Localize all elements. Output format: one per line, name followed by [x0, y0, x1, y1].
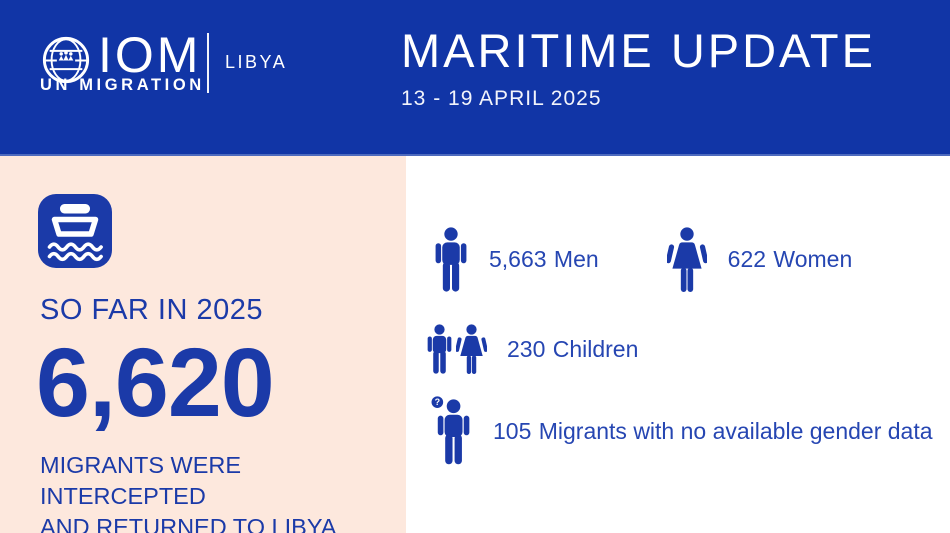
question-mark-badge	[431, 396, 444, 408]
women-stat-text: 622 Women	[728, 246, 853, 273]
question-mark-glyph: ?	[435, 397, 440, 407]
men-label: Men	[553, 245, 599, 272]
women-stat: 622 Women	[666, 226, 853, 292]
un-migration-label: UN MIGRATION	[40, 76, 205, 94]
header-banner: IOM UN MIGRATION LIBYA MARITIME UPDATE 1…	[0, 0, 950, 156]
unknown-stat-text: 105 Migrants with no available gender dat…	[493, 418, 933, 445]
man-icon	[435, 226, 467, 292]
total-description-line1: MIGRANTS WERE INTERCEPTED	[40, 452, 242, 510]
men-stat: 5,663 Men	[434, 226, 599, 292]
iom-logo: IOM UN MIGRATION LIBYA	[0, 0, 300, 156]
women-count: 622	[727, 245, 767, 272]
total-description-line2: AND RETURNED TO LIBYA	[40, 514, 337, 533]
children-stat-text: 230 Children	[507, 336, 638, 363]
boat-icon	[38, 194, 112, 268]
demographics-panel: 5,663 Men 622 Women	[406, 156, 950, 533]
country-office-label: LIBYA	[225, 52, 288, 72]
total-intercepted-count: 6,620	[36, 328, 275, 437]
date-range: 13 - 19 APRIL 2025	[401, 87, 602, 111]
logo-divider	[207, 33, 209, 93]
men-stat-text: 5,663 Men	[489, 246, 599, 273]
unknown-count: 105	[493, 417, 532, 444]
woman-icon	[666, 226, 707, 292]
children-row: 230 Children	[426, 324, 638, 374]
iom-wordmark: IOM	[98, 27, 202, 83]
boy-icon	[427, 324, 452, 374]
globe-people-silhouettes	[58, 50, 74, 61]
title-block: MARITIME UPDATE 13 - 19 APRIL 2025	[401, 24, 876, 111]
adults-row: 5,663 Men 622 Women	[434, 226, 852, 292]
total-description: MIGRANTS WERE INTERCEPTED AND RETURNED T…	[40, 450, 406, 533]
unknown-gender-row: ? 105 Migrants with no available gender d…	[428, 396, 933, 466]
summary-panel: SO FAR IN 2025 6,620 MIGRANTS WERE INTER…	[0, 156, 406, 533]
children-icons	[426, 324, 487, 374]
unknown-gender-person-icon: ?	[431, 396, 470, 465]
men-count: 5,663	[489, 245, 547, 272]
page-title: MARITIME UPDATE	[401, 24, 876, 77]
unknown-label: Migrants with no available gender data	[538, 417, 933, 444]
boat-icon-glyph	[47, 204, 103, 262]
iom-globe-icon	[42, 36, 90, 84]
children-label: Children	[552, 335, 639, 362]
period-label: SO FAR IN 2025	[40, 294, 263, 326]
women-label: Women	[773, 245, 853, 272]
children-count: 230	[507, 335, 546, 362]
girl-icon	[456, 324, 487, 374]
